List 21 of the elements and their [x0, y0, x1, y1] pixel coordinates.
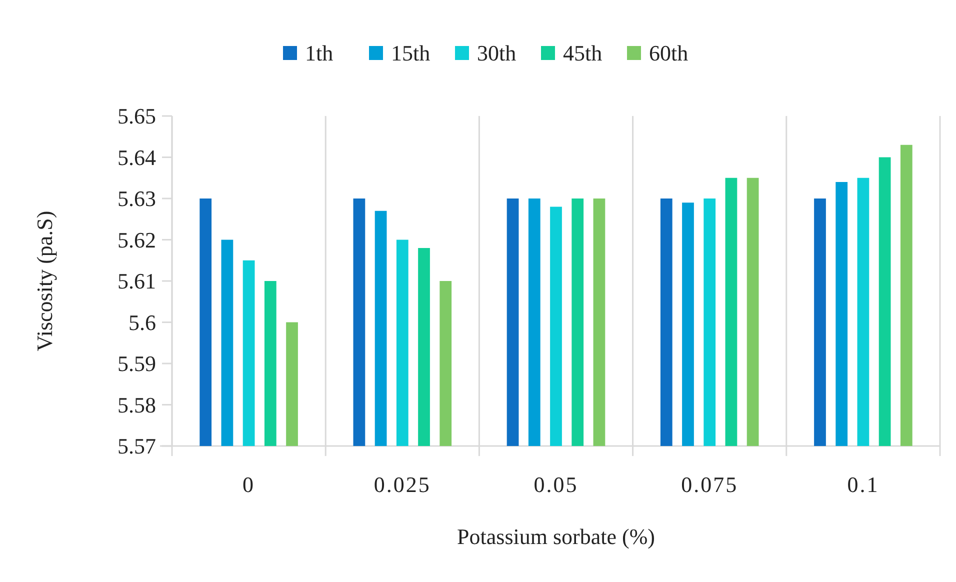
legend-label: 60th — [649, 40, 688, 66]
legend-label: 45th — [563, 40, 602, 66]
y-tick-label: 5.57 — [118, 434, 156, 459]
y-tick-label: 5.58 — [118, 392, 156, 418]
x-tick-label: 0.1 — [847, 472, 880, 497]
x-tick-label: 0 — [242, 472, 256, 497]
legend-label: 30th — [477, 40, 516, 66]
legend-label: 15th — [391, 40, 430, 66]
y-tick-label: 5.61 — [118, 268, 156, 294]
y-tick-label: 5.64 — [118, 144, 156, 170]
y-tick-label: 5.62 — [118, 227, 156, 252]
y-tick-label: 5.6 — [128, 310, 156, 335]
x-tick-label: 0.075 — [681, 472, 738, 497]
y-axis-title: Viscosity (pa.S) — [32, 210, 57, 352]
x-tick-label: 0.025 — [374, 472, 431, 497]
x-axis-title: Potassium sorbate (%) — [457, 524, 655, 549]
legend-label: 1th — [305, 40, 334, 66]
x-tick-label: 0.05 — [534, 472, 578, 497]
y-tick-label: 5.59 — [118, 351, 156, 376]
y-tick-label: 5.63 — [118, 186, 156, 212]
y-tick-label: 5.65 — [118, 104, 156, 129]
